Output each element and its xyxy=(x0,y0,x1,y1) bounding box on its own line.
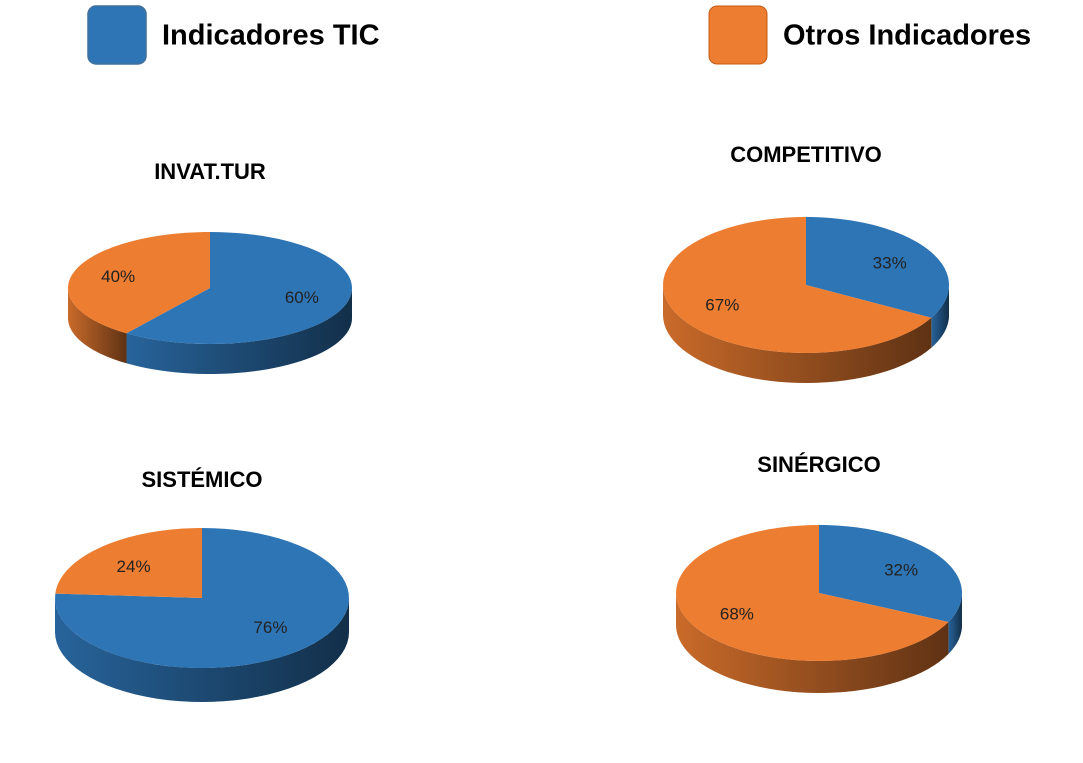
slice xyxy=(819,525,962,622)
value-label: 76% xyxy=(253,618,287,637)
slice-side-shade xyxy=(126,288,353,374)
value-label: 68% xyxy=(720,604,754,623)
slice xyxy=(663,217,932,353)
chart-title: INVAT.TUR xyxy=(154,159,266,184)
value-label: 24% xyxy=(117,557,151,576)
chart-title: SISTÉMICO xyxy=(141,467,262,492)
slice xyxy=(126,232,353,344)
chart-title: SINÉRGICO xyxy=(757,452,880,477)
legend-label: Indicadores TIC xyxy=(162,20,380,52)
slice-side-shade xyxy=(68,288,127,364)
legend-label: Otros Indicadores xyxy=(783,20,1031,52)
value-label: 67% xyxy=(705,295,739,314)
slice xyxy=(676,525,949,661)
slice-side-shade xyxy=(663,285,932,383)
slice xyxy=(806,217,949,318)
slice xyxy=(68,232,210,334)
chart-title: COMPETITIVO xyxy=(730,142,882,167)
value-label: 33% xyxy=(873,254,907,273)
legend-swatch xyxy=(708,5,768,65)
value-label: 60% xyxy=(285,288,319,307)
value-label: 32% xyxy=(884,561,918,580)
legend-swatch xyxy=(87,5,147,65)
slice-side-shade xyxy=(55,598,349,702)
slice-side-shade xyxy=(931,285,949,348)
slice xyxy=(55,528,349,668)
slice-side-shade xyxy=(676,593,949,693)
slice-side-shade xyxy=(948,593,962,654)
value-label: 40% xyxy=(101,267,135,286)
slice xyxy=(55,528,202,598)
